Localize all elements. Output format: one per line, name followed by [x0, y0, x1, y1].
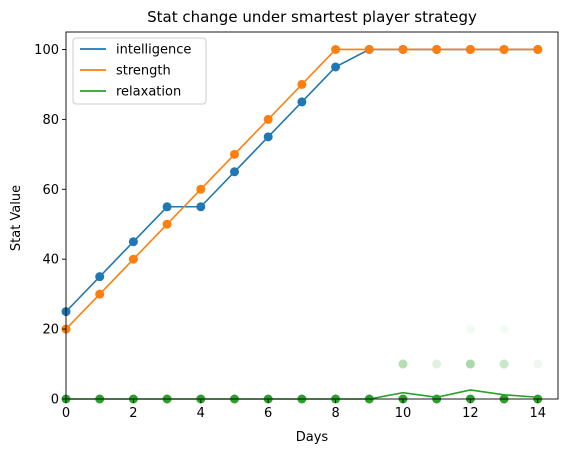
data-point-strength [196, 184, 206, 194]
y-tick-label: 20 [42, 323, 59, 338]
data-point-intelligence [162, 202, 172, 212]
data-point-intelligence [263, 132, 273, 142]
legend-box [72, 37, 207, 105]
data-point-strength [229, 149, 239, 159]
data-point-strength [95, 289, 105, 299]
legend-label-relaxation: relaxation [116, 85, 181, 100]
data-point-strength [432, 44, 442, 54]
data-point-strength [398, 44, 408, 54]
data-point-strength [128, 254, 138, 264]
scatter-point [465, 324, 475, 334]
y-tick-label: 0 [51, 393, 59, 408]
data-point-strength [297, 79, 307, 89]
data-point-strength [331, 44, 341, 54]
data-point-intelligence [196, 202, 206, 212]
axes-frame [65, 31, 559, 400]
x-tick-label: 8 [331, 406, 339, 421]
data-point-strength [465, 44, 475, 54]
x-tick-label: 0 [62, 406, 70, 421]
legend-label-intelligence: intelligence [116, 43, 191, 58]
y-tick-label: 100 [34, 43, 59, 58]
y-axis-label: Stat Value [9, 185, 24, 251]
scatter-point [398, 359, 408, 369]
x-tick-label: 6 [264, 406, 272, 421]
data-point-strength [162, 219, 172, 229]
scatter-point [465, 359, 475, 369]
scatter-point [533, 359, 543, 369]
scatter-point [499, 324, 509, 334]
scatter-point [499, 359, 509, 369]
data-point-strength [263, 114, 273, 124]
scatter-point [432, 359, 442, 369]
x-axis-label: Days [296, 430, 329, 445]
data-point-intelligence [229, 167, 239, 177]
y-tick-label: 60 [42, 183, 59, 198]
data-point-strength [533, 44, 543, 54]
x-tick-label: 4 [197, 406, 205, 421]
chart-title: Stat change under smartest player strate… [147, 8, 477, 26]
y-tick-label: 40 [42, 253, 59, 268]
data-point-intelligence [128, 237, 138, 247]
x-tick-label: 14 [530, 406, 547, 421]
plot-area: 0 2 4 6 8 10 12 14 0 20 40 60 80 100 [34, 31, 559, 421]
x-tick-label: 12 [462, 406, 479, 421]
data-point-intelligence [95, 272, 105, 282]
data-point-strength [364, 44, 374, 54]
x-tick-label: 2 [129, 406, 137, 421]
data-point-strength [499, 44, 509, 54]
y-tick-label: 80 [42, 113, 59, 128]
data-point-intelligence [331, 62, 341, 72]
legend-label-strength: strength [116, 64, 171, 79]
x-tick-label: 10 [395, 406, 412, 421]
legend: intelligence strength relaxation [72, 37, 207, 105]
data-point-intelligence [297, 97, 307, 107]
